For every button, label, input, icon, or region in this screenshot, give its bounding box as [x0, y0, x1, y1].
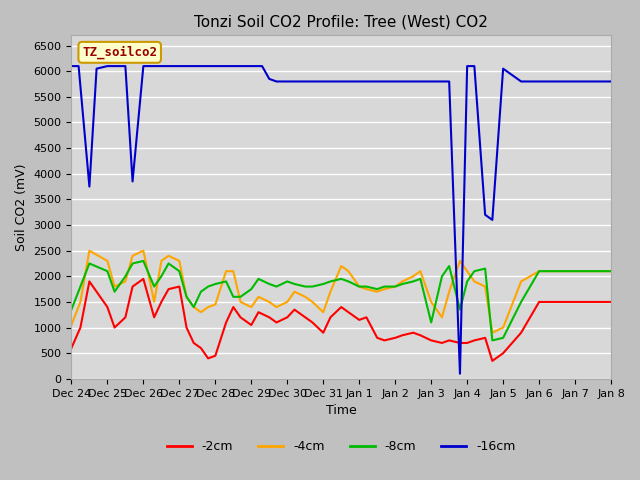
- -4cm: [607, 268, 615, 274]
- -16cm: [456, 371, 464, 377]
- -4cm: [535, 268, 543, 274]
- -8cm: [488, 337, 496, 343]
- -4cm: [488, 330, 496, 336]
- -4cm: [68, 322, 76, 328]
- -4cm: [175, 258, 183, 264]
- -2cm: [607, 299, 615, 305]
- Line: -4cm: -4cm: [72, 251, 611, 333]
- -2cm: [488, 358, 496, 364]
- -16cm: [68, 63, 76, 69]
- -2cm: [255, 309, 262, 315]
- -8cm: [607, 268, 615, 274]
- -16cm: [607, 79, 615, 84]
- -2cm: [589, 299, 597, 305]
- -4cm: [589, 268, 597, 274]
- Line: -2cm: -2cm: [72, 279, 611, 361]
- -8cm: [140, 258, 147, 264]
- -4cm: [140, 248, 147, 253]
- -4cm: [197, 309, 205, 315]
- Legend: -2cm, -4cm, -8cm, -16cm: -2cm, -4cm, -8cm, -16cm: [162, 435, 521, 458]
- -4cm: [255, 294, 262, 300]
- Text: TZ_soilco2: TZ_soilco2: [82, 46, 157, 59]
- -16cm: [248, 63, 255, 69]
- -16cm: [157, 63, 165, 69]
- -2cm: [175, 284, 183, 289]
- Line: -16cm: -16cm: [72, 66, 611, 374]
- -8cm: [197, 289, 205, 295]
- -2cm: [535, 299, 543, 305]
- Line: -8cm: -8cm: [72, 261, 611, 340]
- -16cm: [186, 63, 194, 69]
- Y-axis label: Soil CO2 (mV): Soil CO2 (mV): [15, 163, 28, 251]
- X-axis label: Time: Time: [326, 404, 356, 417]
- -16cm: [517, 79, 525, 84]
- Title: Tonzi Soil CO2 Profile: Tree (West) CO2: Tonzi Soil CO2 Profile: Tree (West) CO2: [195, 15, 488, 30]
- -8cm: [68, 307, 76, 312]
- -2cm: [129, 284, 136, 289]
- -8cm: [255, 276, 262, 282]
- -8cm: [175, 268, 183, 274]
- -2cm: [197, 345, 205, 351]
- -16cm: [122, 63, 129, 69]
- -16cm: [589, 79, 597, 84]
- -2cm: [68, 345, 76, 351]
- -2cm: [140, 276, 147, 282]
- -8cm: [535, 268, 543, 274]
- -8cm: [589, 268, 597, 274]
- -8cm: [129, 261, 136, 266]
- -4cm: [86, 248, 93, 253]
